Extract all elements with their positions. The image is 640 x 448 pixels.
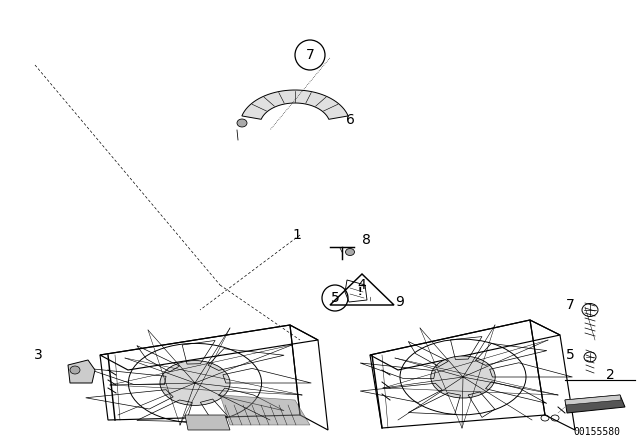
Text: 9: 9 [396,295,404,309]
Text: 2: 2 [605,368,614,382]
Text: 7: 7 [566,298,574,312]
Polygon shape [68,360,95,383]
Text: 5: 5 [331,291,339,305]
Text: 5: 5 [566,348,574,362]
Polygon shape [185,415,230,430]
Polygon shape [565,395,621,405]
Text: 00155580: 00155580 [573,427,621,437]
Text: !: ! [358,287,362,297]
Polygon shape [565,395,625,413]
Ellipse shape [431,356,495,398]
Ellipse shape [70,366,80,374]
Text: 7: 7 [306,48,314,62]
Text: ~: ~ [368,295,374,301]
Polygon shape [242,90,348,119]
Text: 3: 3 [34,348,42,362]
Text: 4: 4 [358,278,366,292]
Ellipse shape [237,119,247,127]
Text: 1: 1 [292,228,301,242]
Text: 6: 6 [346,113,355,127]
Text: 8: 8 [362,233,371,247]
Polygon shape [220,395,310,425]
Ellipse shape [346,249,355,255]
Ellipse shape [160,361,230,405]
